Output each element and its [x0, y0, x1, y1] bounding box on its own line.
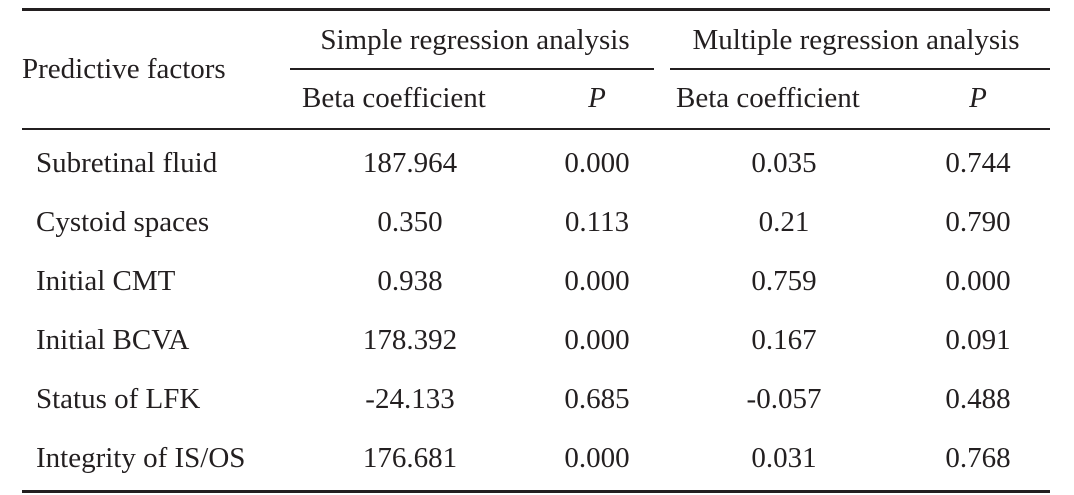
simple-beta-cell: 176.681 [288, 429, 532, 493]
group-header-row: Predictive factors Simple regression ana… [22, 8, 1051, 130]
simple-regression-underline [290, 68, 655, 70]
predictive-factors-header: Predictive factors [22, 8, 288, 130]
factor-cell: Subretinal fluid [36, 147, 218, 179]
simple-beta-cell: 0.350 [377, 206, 443, 238]
multiple-p-cell: 0.744 [945, 147, 1011, 179]
multiple-p-header: P [906, 69, 1051, 130]
simple-beta-header: Beta coefficient [288, 69, 532, 130]
simple-p-cell: 0.113 [564, 206, 630, 238]
simple-p-cell: 0.000 [564, 324, 630, 356]
simple-p-cell: 0.000 [532, 429, 663, 493]
multiple-beta-header: Beta coefficient [662, 69, 907, 130]
simple-beta-cell: 0.938 [377, 265, 443, 297]
simple-beta-cell: 178.392 [362, 324, 458, 356]
multiple-p-cell: 0.091 [945, 324, 1011, 356]
simple-regression-label: Simple regression analysis [320, 23, 630, 56]
table-body: Subretinal fluid 187.964 0.000 0.035 0.7… [22, 129, 1051, 493]
multiple-p-cell: 0.488 [945, 383, 1011, 415]
table-row: Cystoid spaces 0.350 0.113 0.21 0.790 [22, 193, 1050, 252]
multiple-regression-underline [670, 68, 1051, 70]
factor-cell: Integrity of IS/OS [22, 429, 288, 493]
simple-p-cell: 0.000 [564, 147, 630, 179]
table-row: Initial CMT 0.938 0.000 0.759 0.000 [22, 252, 1050, 311]
subheader-row: Beta coefficient P Beta coefficient P [22, 69, 1051, 130]
simple-beta-cell: 187.964 [362, 147, 458, 179]
table-row: Initial BCVA 178.392 0.000 0.167 0.091 [22, 311, 1050, 370]
simple-p-header: P [532, 69, 663, 130]
factor-cell: Initial BCVA [36, 324, 190, 356]
multiple-p-cell: 0.000 [945, 265, 1011, 297]
multiple-beta-cell: 0.167 [751, 324, 817, 356]
table-row: Integrity of IS/OS 176.681 0.000 0.031 0… [22, 429, 1051, 493]
regression-table: Predictive factors Simple regression ana… [22, 8, 1051, 493]
multiple-p-cell: 0.768 [906, 429, 1051, 493]
simple-p-cell: 0.000 [564, 265, 630, 297]
multiple-p-cell: 0.790 [945, 206, 1011, 238]
multiple-regression-label: Multiple regression analysis [692, 23, 1020, 56]
multiple-beta-cell: -0.057 [746, 383, 822, 415]
simple-p-cell: 0.685 [564, 383, 630, 415]
multiple-beta-cell: 0.21 [758, 206, 810, 238]
table-row: Status of LFK -24.133 0.685 -0.057 0.488 [22, 370, 1050, 429]
table-header: Predictive factors Simple regression ana… [22, 8, 1051, 130]
multiple-regression-header: Multiple regression analysis [662, 8, 1051, 70]
multiple-beta-cell: 0.031 [662, 429, 907, 493]
simple-regression-header: Simple regression analysis [288, 8, 663, 70]
factor-cell: Status of LFK [36, 383, 201, 415]
factor-cell: Initial CMT [36, 265, 176, 297]
multiple-beta-cell: 0.759 [751, 265, 817, 297]
table-row: Subretinal fluid 187.964 0.000 0.035 0.7… [22, 129, 1050, 193]
multiple-beta-cell: 0.035 [751, 147, 817, 179]
factor-cell: Cystoid spaces [36, 206, 210, 238]
simple-beta-cell: -24.133 [365, 383, 455, 415]
